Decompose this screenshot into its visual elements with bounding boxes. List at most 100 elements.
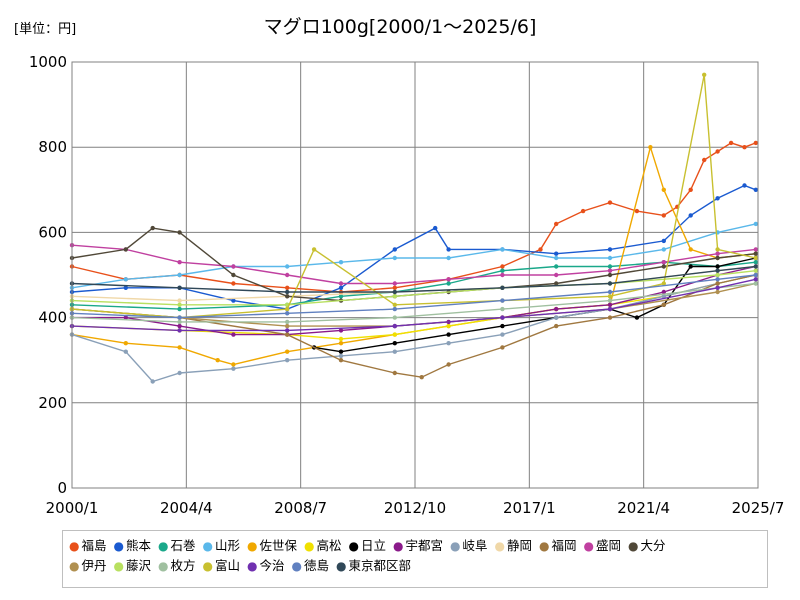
y-tick-label: 1000 bbox=[29, 53, 67, 71]
data-point bbox=[715, 272, 720, 278]
data-point bbox=[285, 332, 290, 337]
series-6 bbox=[311, 255, 758, 354]
data-point bbox=[554, 306, 559, 312]
data-point bbox=[338, 328, 344, 333]
legend-marker-icon: ● bbox=[494, 539, 505, 553]
data-point bbox=[580, 208, 586, 214]
legend-row: ● 伊丹 ● 藤沢 ● 枚方 ● 富山 ● 今治 ● 徳島 ● 東京都区部 bbox=[69, 556, 761, 576]
series-line bbox=[71, 270, 756, 306]
data-point bbox=[177, 345, 182, 350]
data-point bbox=[500, 272, 505, 278]
x-tick-label: 2025/7 bbox=[732, 499, 785, 517]
legend-item: ● 盛岡 bbox=[584, 536, 622, 556]
data-point bbox=[753, 260, 758, 265]
data-point bbox=[661, 238, 666, 244]
series-group bbox=[69, 72, 758, 384]
legend-marker-icon: ● bbox=[69, 559, 80, 573]
data-point bbox=[500, 332, 505, 337]
legend-item: ● 静岡 bbox=[495, 536, 533, 556]
data-point bbox=[285, 328, 290, 333]
series-line bbox=[71, 278, 756, 332]
data-point bbox=[285, 294, 290, 299]
data-point bbox=[554, 251, 559, 256]
data-point bbox=[753, 221, 758, 227]
data-point bbox=[177, 302, 182, 307]
data-point bbox=[500, 306, 505, 312]
data-point bbox=[446, 281, 451, 286]
series-0 bbox=[69, 140, 758, 295]
data-point bbox=[753, 268, 758, 273]
data-point bbox=[231, 366, 236, 371]
data-point bbox=[177, 230, 182, 235]
data-point bbox=[661, 213, 666, 218]
data-point bbox=[728, 140, 734, 146]
data-point bbox=[392, 323, 397, 329]
data-point bbox=[607, 294, 613, 299]
data-point bbox=[500, 285, 505, 290]
series-line bbox=[71, 265, 756, 293]
data-point bbox=[338, 260, 344, 265]
data-point bbox=[338, 341, 344, 346]
series-line bbox=[71, 244, 756, 285]
legend-label: 福岡 bbox=[551, 538, 577, 553]
legend-item: ● 今治 bbox=[247, 556, 285, 576]
data-point bbox=[607, 264, 613, 269]
legend-row: ● 福島 ● 熊本 ● 石巻 ● 山形 ● 佐世保 ● 高松 ● 日立 ● 宇都宮 ● 岐阜 ● 静岡 ● 福岡 ● 盛岡 ● 大… bbox=[69, 536, 761, 556]
data-point bbox=[446, 362, 451, 367]
data-point bbox=[285, 349, 290, 354]
data-point bbox=[742, 183, 747, 188]
data-point bbox=[392, 370, 397, 376]
series-4 bbox=[69, 144, 758, 367]
legend-marker-icon: ● bbox=[202, 539, 213, 553]
legend-item: ● 日立 bbox=[349, 536, 387, 556]
chart-title: マグロ100g[2000/1～2025/6] bbox=[263, 16, 537, 38]
data-point bbox=[554, 323, 559, 329]
legend-marker-icon: ● bbox=[583, 539, 594, 553]
data-point bbox=[433, 225, 438, 231]
x-tick-label: 2000/1 bbox=[46, 499, 99, 517]
data-point bbox=[715, 247, 720, 252]
legend-marker-icon: ● bbox=[158, 539, 169, 553]
data-point bbox=[715, 289, 720, 295]
data-point bbox=[338, 336, 344, 342]
legend-marker-icon: ● bbox=[113, 559, 124, 573]
legend-label: 静岡 bbox=[506, 538, 532, 553]
legend-label: 枚方 bbox=[170, 558, 196, 573]
data-point bbox=[177, 285, 182, 290]
data-point bbox=[231, 298, 236, 303]
data-point bbox=[446, 255, 451, 261]
data-point bbox=[177, 319, 182, 325]
data-point bbox=[392, 349, 397, 354]
data-point bbox=[500, 323, 505, 329]
legend-label: 日立 bbox=[360, 538, 386, 553]
data-point bbox=[607, 247, 613, 252]
data-point bbox=[554, 221, 559, 227]
legend-label: 伊丹 bbox=[81, 558, 107, 573]
legend-label: 東京都区部 bbox=[348, 558, 411, 573]
data-point bbox=[123, 315, 128, 320]
legend-marker-icon: ● bbox=[247, 539, 258, 553]
data-point bbox=[661, 187, 666, 192]
legend-label: 佐世保 bbox=[259, 538, 297, 553]
data-point bbox=[661, 294, 666, 299]
series-17 bbox=[69, 277, 758, 333]
data-point bbox=[446, 247, 451, 252]
y-tick-label: 800 bbox=[38, 138, 67, 156]
legend-marker-icon: ● bbox=[113, 539, 124, 553]
data-point bbox=[607, 268, 613, 273]
legend-marker-icon: ● bbox=[304, 539, 315, 553]
data-point bbox=[231, 281, 236, 286]
data-point bbox=[446, 323, 451, 329]
data-point bbox=[554, 281, 559, 286]
data-point bbox=[285, 358, 290, 363]
data-point bbox=[661, 247, 666, 252]
series-1 bbox=[69, 183, 758, 312]
data-point bbox=[311, 247, 317, 252]
y-axis-ticks: 0 200 400 600 800 1000 bbox=[29, 53, 67, 497]
data-point bbox=[177, 323, 182, 329]
legend-item: ● 福岡 bbox=[539, 536, 577, 556]
data-point bbox=[123, 341, 128, 346]
data-point bbox=[607, 298, 613, 303]
data-point bbox=[123, 349, 128, 354]
legend-marker-icon: ● bbox=[348, 539, 359, 553]
